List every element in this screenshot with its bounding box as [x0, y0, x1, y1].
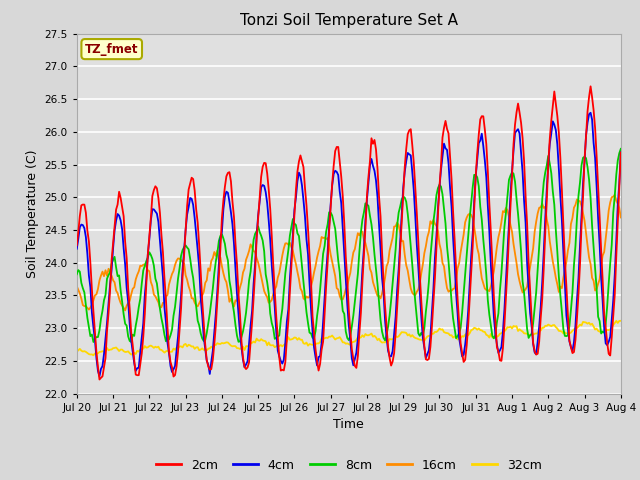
4cm: [415, 264, 422, 270]
32cm: [552, 324, 559, 330]
16cm: [88, 302, 96, 308]
Line: 32cm: 32cm: [77, 321, 621, 355]
2cm: [552, 101, 559, 107]
8cm: [384, 324, 392, 329]
8cm: [90, 339, 97, 345]
Line: 16cm: 16cm: [77, 195, 621, 311]
8cm: [403, 199, 410, 204]
2cm: [403, 146, 410, 152]
4cm: [617, 150, 625, 156]
Line: 8cm: 8cm: [77, 149, 621, 342]
32cm: [90, 352, 97, 358]
4cm: [403, 158, 410, 164]
16cm: [384, 260, 392, 265]
4cm: [88, 310, 96, 316]
2cm: [88, 287, 96, 292]
4cm: [95, 373, 103, 379]
16cm: [122, 308, 129, 313]
Title: Tonzi Soil Temperature Set A: Tonzi Soil Temperature Set A: [240, 13, 458, 28]
16cm: [73, 283, 81, 289]
16cm: [611, 192, 619, 198]
Line: 2cm: 2cm: [77, 86, 621, 380]
16cm: [552, 275, 559, 281]
Legend: 2cm, 4cm, 8cm, 16cm, 32cm: 2cm, 4cm, 8cm, 16cm, 32cm: [151, 454, 547, 477]
32cm: [415, 336, 422, 342]
2cm: [415, 239, 422, 244]
2cm: [176, 326, 184, 332]
Line: 4cm: 4cm: [77, 113, 621, 376]
32cm: [88, 351, 96, 357]
4cm: [587, 110, 595, 116]
2cm: [95, 377, 103, 383]
32cm: [384, 339, 392, 345]
16cm: [176, 256, 184, 262]
32cm: [176, 344, 184, 349]
16cm: [415, 287, 422, 292]
8cm: [552, 227, 559, 233]
4cm: [176, 313, 184, 319]
4cm: [552, 127, 559, 133]
8cm: [88, 332, 96, 337]
Y-axis label: Soil Temperature (C): Soil Temperature (C): [26, 149, 39, 278]
8cm: [415, 331, 422, 336]
2cm: [617, 150, 625, 156]
2cm: [587, 84, 595, 89]
32cm: [403, 330, 410, 336]
32cm: [617, 318, 625, 324]
16cm: [403, 263, 410, 268]
16cm: [617, 215, 625, 220]
2cm: [384, 344, 392, 350]
Text: TZ_fmet: TZ_fmet: [85, 43, 138, 56]
8cm: [617, 146, 625, 152]
4cm: [384, 348, 392, 354]
4cm: [73, 246, 81, 252]
32cm: [73, 349, 81, 355]
X-axis label: Time: Time: [333, 418, 364, 431]
8cm: [176, 265, 184, 271]
8cm: [73, 271, 81, 277]
2cm: [73, 242, 81, 248]
